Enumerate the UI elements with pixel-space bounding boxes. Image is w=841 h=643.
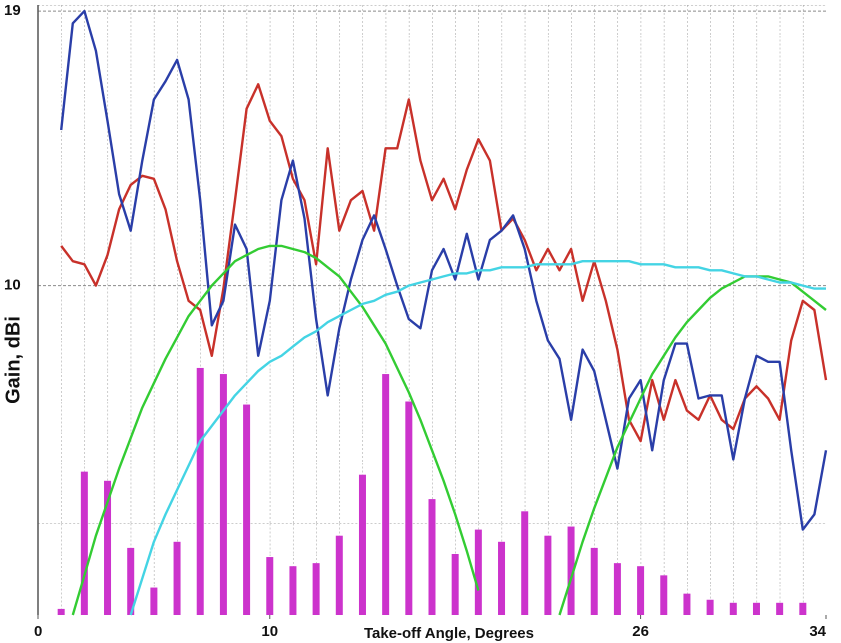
bar bbox=[382, 374, 390, 615]
x-tick-label: 0 bbox=[34, 623, 42, 640]
bar bbox=[544, 535, 552, 615]
x-tick-label: 26 bbox=[632, 623, 649, 640]
bar bbox=[683, 593, 691, 615]
line-series bbox=[71, 244, 480, 616]
bar bbox=[660, 575, 668, 615]
bar bbox=[706, 599, 714, 615]
bar bbox=[80, 471, 88, 615]
bar bbox=[104, 480, 112, 615]
bar bbox=[150, 587, 158, 615]
bar bbox=[567, 526, 575, 615]
bar bbox=[289, 566, 297, 615]
x-tick-label: 10 bbox=[261, 623, 278, 640]
line-series bbox=[558, 275, 827, 616]
line-series bbox=[60, 83, 828, 443]
line-series bbox=[60, 9, 828, 531]
bar bbox=[451, 554, 459, 615]
bar bbox=[521, 511, 529, 615]
bar bbox=[219, 374, 227, 615]
y-tick-label: 10 bbox=[4, 277, 21, 294]
y-axis-title: Gain, dBi bbox=[2, 316, 24, 404]
bar bbox=[729, 602, 737, 615]
plot-area bbox=[38, 9, 828, 616]
bar bbox=[590, 547, 598, 615]
bar bbox=[335, 535, 343, 615]
bar bbox=[266, 557, 274, 615]
bar bbox=[498, 541, 506, 615]
bar bbox=[405, 401, 413, 615]
bar bbox=[474, 529, 482, 615]
bar bbox=[799, 602, 807, 615]
bar bbox=[173, 541, 181, 615]
bar bbox=[776, 602, 784, 615]
bar bbox=[312, 563, 320, 615]
bar bbox=[127, 547, 135, 615]
bar bbox=[243, 404, 251, 615]
bar bbox=[428, 499, 436, 615]
bar bbox=[613, 563, 621, 615]
bar bbox=[57, 608, 65, 615]
line-series bbox=[129, 260, 826, 616]
bar bbox=[358, 474, 366, 615]
bar bbox=[752, 602, 760, 615]
x-tick-label: 34 bbox=[809, 623, 826, 640]
x-axis-title: Take-off Angle, Degrees bbox=[364, 625, 534, 642]
bar bbox=[637, 566, 645, 615]
y-tick-label: 19 bbox=[4, 2, 21, 19]
bar bbox=[196, 367, 204, 615]
